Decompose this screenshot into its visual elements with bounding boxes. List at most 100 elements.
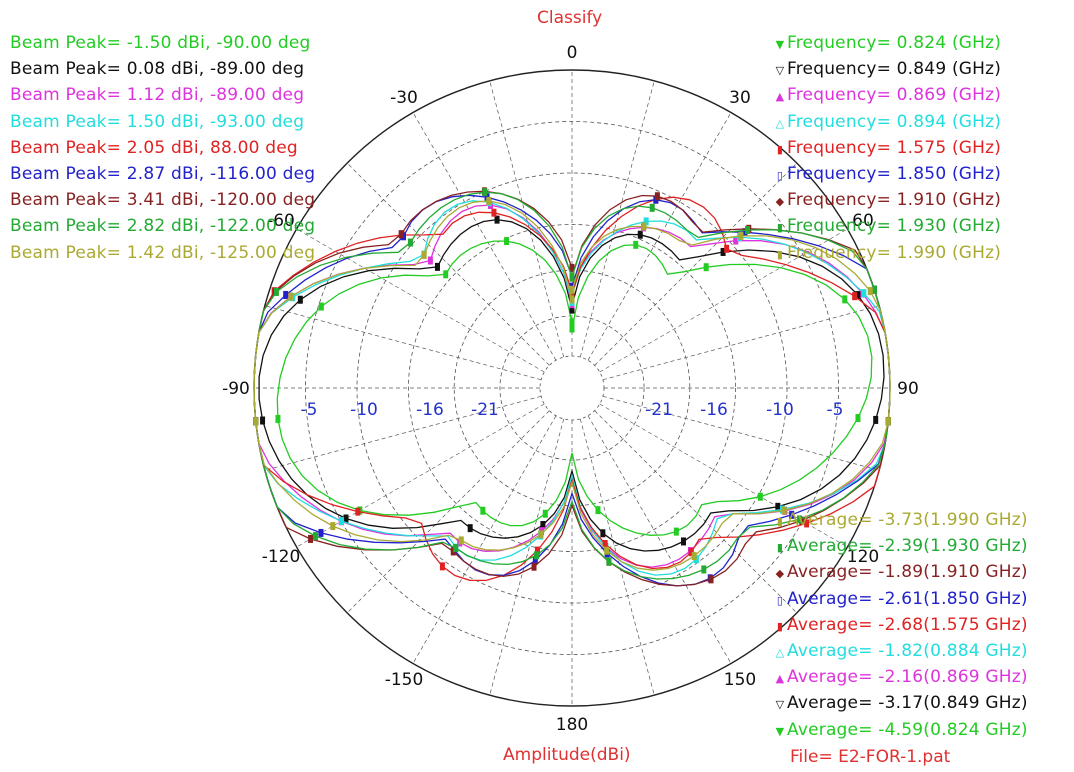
radial-tick-label: -21 <box>645 400 673 420</box>
legend-marker-icon: ▮ <box>776 247 784 261</box>
curve-marker <box>482 188 488 197</box>
curve-marker <box>602 540 608 549</box>
radial-tick-label: -10 <box>766 400 794 420</box>
radial-tick-label: -5 <box>827 400 844 420</box>
legend-row: ▽ Average= -3.17(0.849 GHz) <box>773 690 1028 716</box>
legend-row: △ Average= -1.82(0.884 GHz) <box>773 638 1028 664</box>
curve-marker <box>744 225 750 234</box>
curve-marker <box>540 521 546 530</box>
legend-marker-icon: ▽ <box>775 698 785 712</box>
curve-marker <box>534 546 540 555</box>
curve-marker <box>458 536 464 545</box>
curve-marker <box>720 247 726 256</box>
legend-text: Beam Peak= 1.12 dBi, -89.00 deg <box>10 85 305 106</box>
legend-frequency: ▼ Frequency= 0.824 (GHz) ▽ Frequency= 0.849… <box>773 30 1001 266</box>
curve-marker <box>421 250 427 259</box>
legend-row: ▼ Frequency= 0.824 (GHz) <box>773 30 1001 56</box>
curve-marker <box>283 290 289 299</box>
angle-label: -30 <box>390 88 418 108</box>
grid-spoke <box>602 395 880 471</box>
angle-label: 150 <box>724 670 756 690</box>
legend-row: ▯ Average= -2.61(1.850 GHz) <box>773 586 1028 612</box>
legend-text: Beam Peak= 1.50 dBi, -93.00 deg <box>10 111 305 132</box>
legend-marker-icon: ▯ <box>776 593 784 607</box>
curve-marker <box>569 324 575 333</box>
radial-tick-label: -5 <box>301 400 318 420</box>
grid-spoke <box>587 112 732 361</box>
curve-marker <box>355 507 361 516</box>
legend-row: ▮ Frequency= 1.990 (GHz) <box>773 240 1001 266</box>
angle-label: -60 <box>267 211 295 231</box>
file-label: File= E2-FOR-1.pat <box>790 747 951 767</box>
curve-marker <box>604 546 610 555</box>
angle-label: 120 <box>847 547 879 567</box>
legend-text: Frequency= 1.990 (GHz) <box>787 242 1002 263</box>
legend-row: ▲ Average= -2.16(0.869 GHz) <box>773 664 1028 690</box>
legend-text: Beam Peak= 3.41 dBi, -120.00 deg <box>10 190 316 211</box>
curve-marker <box>641 222 647 231</box>
curve-marker <box>297 295 303 304</box>
legend-marker-icon: ◆ <box>775 195 785 209</box>
legend-row: ▽ Frequency= 0.849 (GHz) <box>773 56 1001 82</box>
curve-marker <box>312 532 318 541</box>
radial-tick-label: -10 <box>350 400 378 420</box>
curve-marker <box>273 287 279 296</box>
grid-spoke <box>489 80 565 358</box>
angle-label: 90 <box>897 379 919 399</box>
legend-row: ▲ Frequency= 0.869 (GHz) <box>773 82 1001 108</box>
legend-marker-icon: ▯ <box>776 168 784 182</box>
grid-ring <box>408 224 736 552</box>
legend-marker-icon: △ <box>775 116 785 130</box>
angle-label: 30 <box>729 88 751 108</box>
legend-text: Frequency= 0.849 (GHz) <box>787 59 1002 80</box>
curve-marker <box>885 417 891 426</box>
curve-marker <box>708 575 714 584</box>
curve-marker <box>504 237 510 246</box>
pattern-curve <box>253 191 891 580</box>
curve-marker <box>542 509 548 518</box>
curve-marker <box>275 414 281 423</box>
legend-row: ◆ Average= -1.89(1.910 GHz) <box>773 559 1028 585</box>
legend-marker-icon: ▮ <box>776 541 784 555</box>
pattern-curve <box>253 200 891 571</box>
legend-row: ▮ Average= -2.68(1.575 GHz) <box>773 612 1028 638</box>
curve-marker <box>733 236 739 245</box>
curve-marker <box>569 305 575 314</box>
legend-row: ▯ Frequency= 1.850 (GHz) <box>773 161 1001 187</box>
curve-marker <box>680 537 686 546</box>
curve-marker <box>595 506 601 515</box>
grid-spoke <box>594 410 798 614</box>
curve-marker <box>491 208 497 217</box>
legend-text: Average= -1.89(1.910 GHz) <box>787 562 1028 583</box>
curve-marker <box>738 231 744 240</box>
legend-marker-icon: ▮ <box>776 515 784 528</box>
grid-spoke <box>579 418 655 696</box>
legend-row: ▼ Average= -4.59(0.824 GHz) <box>773 717 1028 743</box>
grid-spoke <box>346 410 550 614</box>
curve-marker <box>439 562 445 571</box>
curve-marker <box>673 527 679 536</box>
curve-marker <box>533 551 539 560</box>
grid-spoke <box>412 415 557 664</box>
legend-text: Beam Peak= 2.82 dBi, -122.00 deg <box>10 216 316 237</box>
angle-label: -120 <box>262 547 301 567</box>
curve-marker <box>757 492 763 501</box>
curve-marker <box>861 289 867 298</box>
legend-marker-icon: △ <box>775 645 785 659</box>
x-axis-label: Amplitude(dBi) <box>503 745 631 765</box>
legend-text: Beam Peak= 2.87 dBi, -116.00 deg <box>10 163 316 184</box>
curve-marker <box>443 270 449 279</box>
curve-marker <box>637 230 643 239</box>
curve-marker <box>855 291 861 300</box>
curve-marker <box>873 415 879 424</box>
legend-row: ▮ Average= -3.73(1.990 GHz) <box>773 507 1028 533</box>
legend-marker-icon: ▲ <box>775 90 785 104</box>
curve-marker <box>775 502 781 511</box>
curve-marker <box>569 318 575 327</box>
center-ring <box>539 355 605 421</box>
legend-text: Frequency= 1.850 (GHz) <box>787 163 1002 184</box>
legend-marker-icon: ▼ <box>775 38 785 51</box>
legend-text: Average= -1.82(0.884 GHz) <box>787 640 1028 661</box>
grid-spoke <box>602 305 880 381</box>
legend-text: Beam Peak= 2.05 dBi, 88.00 deg <box>10 137 298 158</box>
